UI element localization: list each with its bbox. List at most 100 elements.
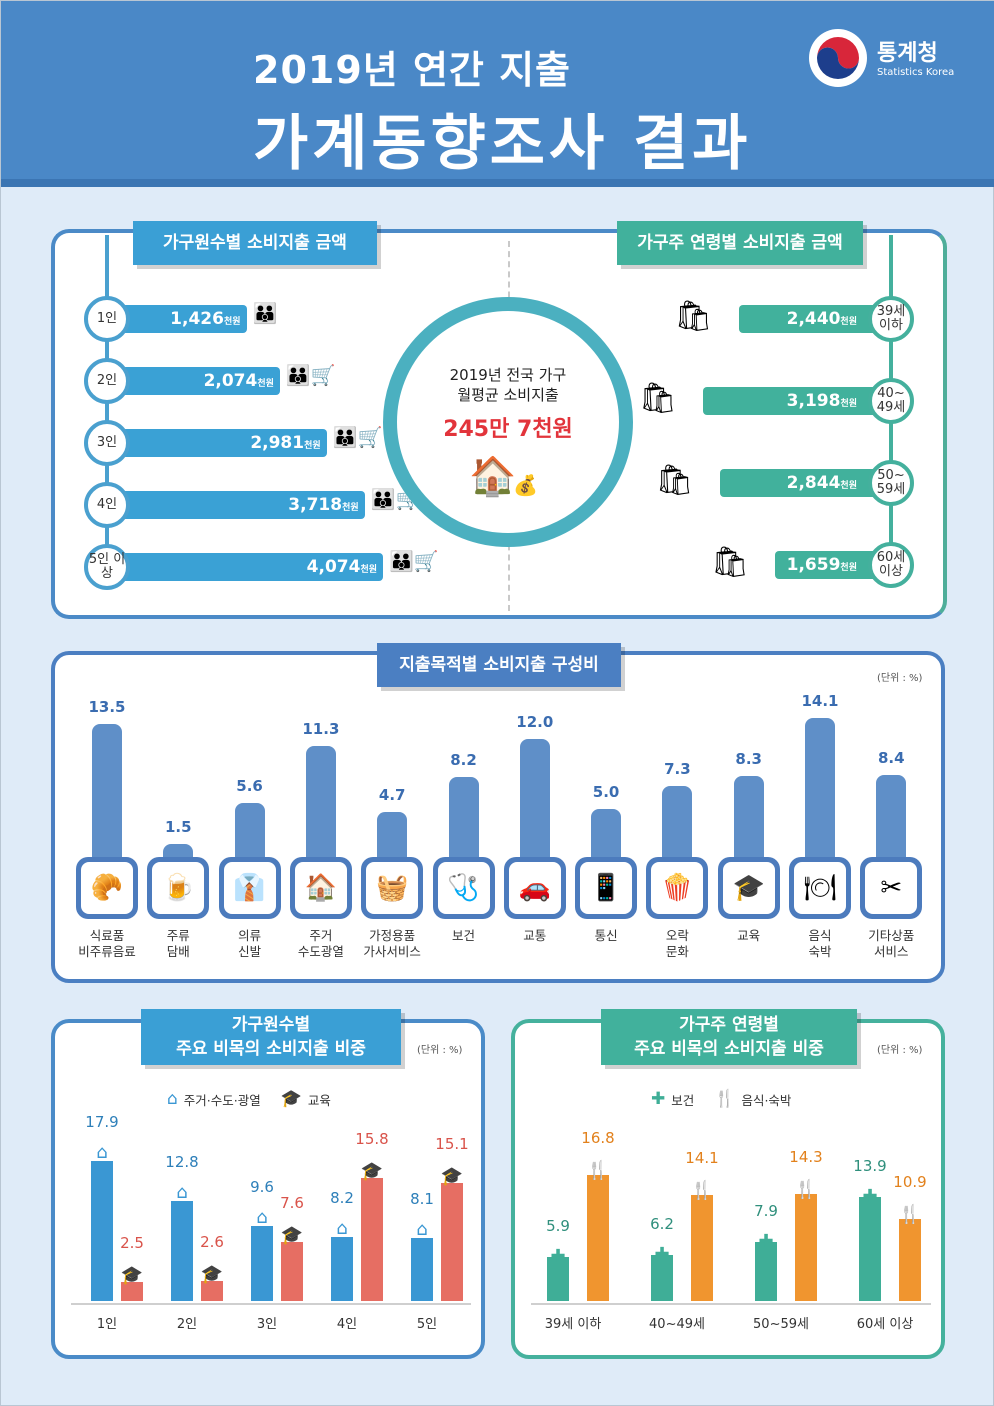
household-share-tab: 가구원수별 주요 비목의 소비지출 비중	[141, 1009, 401, 1065]
composition-category-line: 통신	[594, 928, 618, 943]
composition-bar	[234, 803, 265, 863]
composition-unit: (단위 : %)	[877, 673, 923, 684]
age-group-label: 39세 이하	[544, 1317, 602, 1332]
composition-category-label: 의류 신발	[210, 928, 290, 960]
graduation-cap-icon: 🎓	[360, 1160, 384, 1182]
graduation-cap-icon: 🎓	[280, 1224, 304, 1246]
composition-value-label: 5.6	[236, 777, 263, 795]
age-group-label: 60세 이상	[856, 1317, 914, 1332]
composition-value-label: 8.4	[878, 749, 905, 767]
house-cap-icon: ⌂	[176, 1182, 188, 1204]
legend-housing: 주거·수도·광열	[183, 1092, 261, 1108]
composition-category-line: 음식	[808, 928, 832, 943]
title-line2: 가계동향조사 결과	[253, 109, 752, 179]
household-amount-value: 3,718	[288, 495, 343, 515]
legend-education: 교육	[307, 1092, 331, 1108]
housing-bar	[171, 1201, 193, 1301]
clothing-icon: 👔	[218, 857, 281, 919]
graduation-icon: 🎓	[717, 857, 780, 919]
housing-bar	[91, 1161, 113, 1301]
composition-category-line: 기타상품	[868, 928, 915, 943]
first-aid-cap-icon: ✚	[758, 1230, 774, 1252]
first-aid-icon: ✚	[651, 1089, 666, 1109]
age-amount-tab: 가구주 연령별 소비지출 금액	[617, 221, 863, 265]
household-share-panel	[51, 1019, 485, 1359]
education-value-label: 2.5	[120, 1233, 144, 1252]
composition-value-label: 8.2	[450, 751, 477, 769]
composition-category-label: 기타상품 서비스	[851, 928, 931, 960]
dining-value-label: 16.8	[581, 1129, 615, 1147]
housing-bar	[411, 1237, 433, 1301]
dining-value-label: 14.3	[789, 1147, 823, 1166]
household-amount-value: 4,074	[306, 557, 361, 577]
age-share-tab-line2: 주요 비목의 소비지출 비중	[634, 1039, 824, 1059]
center-caption-line1: 2019년 전국 가구	[449, 366, 567, 384]
washing-machine-icon: 🧺	[361, 857, 424, 919]
composition-value-label: 12.0	[516, 713, 554, 731]
composition-category-line: 가정용품	[369, 928, 416, 943]
left-timeline	[105, 235, 109, 575]
health-value-label: 5.9	[546, 1216, 570, 1235]
composition-value-label: 8.3	[735, 750, 762, 768]
legend-dining: 음식·숙박	[741, 1092, 792, 1108]
housing-value-label: 8.1	[410, 1189, 434, 1208]
age-amount-value: 1,659	[786, 555, 841, 575]
family-shopping-icon: 👪🛒	[389, 549, 439, 573]
family-shopping-icon: 👪🛒	[285, 363, 336, 387]
header: 2019년 연간 지출 가계동향조사 결과 통계청 Statistics Kor…	[1, 1, 994, 187]
composition-value-label: 11.3	[302, 720, 340, 738]
composition-category-label: 교육	[709, 928, 789, 944]
composition-category-label: 주거 수도광열	[281, 928, 361, 960]
age-amount-unit: 천원	[840, 563, 857, 573]
composition-category-label: 교통	[495, 928, 575, 944]
housing-value-label: 9.6	[250, 1178, 274, 1197]
household-size-badge: 2인	[84, 358, 130, 404]
age-group-badge: 39세 이하	[868, 296, 914, 342]
composition-category-line: 식료품	[89, 928, 125, 943]
health-bar	[651, 1254, 673, 1301]
coins-icon: 💰	[513, 473, 538, 497]
education-value-label: 15.8	[355, 1129, 389, 1148]
age-amount-bar: 2,440천원	[738, 305, 893, 333]
composition-category-label: 가정용품 가사서비스	[352, 928, 432, 960]
car-icon: 🚗	[503, 857, 566, 919]
composition-value-label: 14.1	[801, 692, 839, 710]
composition-category-line: 보건	[451, 928, 475, 943]
family-shopping-icon: 👪🛒	[332, 425, 383, 449]
composition-category-line: 주류	[166, 928, 190, 943]
composition-category-line: 숙박	[808, 944, 832, 959]
first-aid-cap-icon: ✚	[862, 1185, 878, 1207]
household-amount-bar: 1,426천원	[113, 305, 247, 333]
age-amount-unit: 천원	[840, 317, 857, 327]
composition-category-line: 서비스	[874, 944, 909, 959]
household-size-label: 2인	[176, 1317, 198, 1332]
health-bar	[755, 1241, 777, 1301]
composition-icon-glyph: 🍽	[794, 862, 846, 914]
shopper-icon: 🛍	[711, 545, 750, 580]
household-size-label: 4인	[336, 1317, 358, 1332]
average-spending-circle: 2019년 전국 가구 월평균 소비지출 245만 7천원 🏠 💰	[383, 297, 633, 547]
center-caption: 2019년 전국 가구 월평균 소비지출	[397, 365, 619, 405]
composition-icon-glyph: 🎓	[722, 862, 775, 914]
composition-bar	[805, 718, 835, 863]
first-aid-cap-icon: ✚	[654, 1243, 670, 1265]
composition-category-line: 가사서비스	[363, 944, 421, 959]
age-group-badge: 60세 이상	[868, 542, 914, 588]
education-value-label: 15.1	[435, 1135, 469, 1154]
shopper-icon: 🛍	[674, 299, 713, 334]
composition-category-line: 수도광열	[297, 944, 344, 959]
logo-name: 통계청	[877, 41, 938, 66]
education-bar	[361, 1177, 383, 1301]
composition-category-label: 식료품 비주류음료	[67, 928, 147, 960]
graduation-cap-icon: 🎓	[200, 1263, 224, 1285]
composition-bar	[733, 776, 764, 863]
composition-category-line: 비주류음료	[78, 944, 136, 959]
household-share-baseline	[71, 1303, 471, 1305]
composition-icon-glyph: 📱	[580, 862, 633, 914]
household-amount-value: 2,074	[203, 371, 258, 391]
drink-icon: 🍺	[147, 857, 210, 919]
composition-value-label: 1.5	[165, 818, 192, 836]
household-amount-value: 1,426	[170, 309, 224, 329]
composition-category-line: 교육	[737, 928, 761, 943]
household-amount-bar: 4,074천원	[113, 553, 383, 581]
